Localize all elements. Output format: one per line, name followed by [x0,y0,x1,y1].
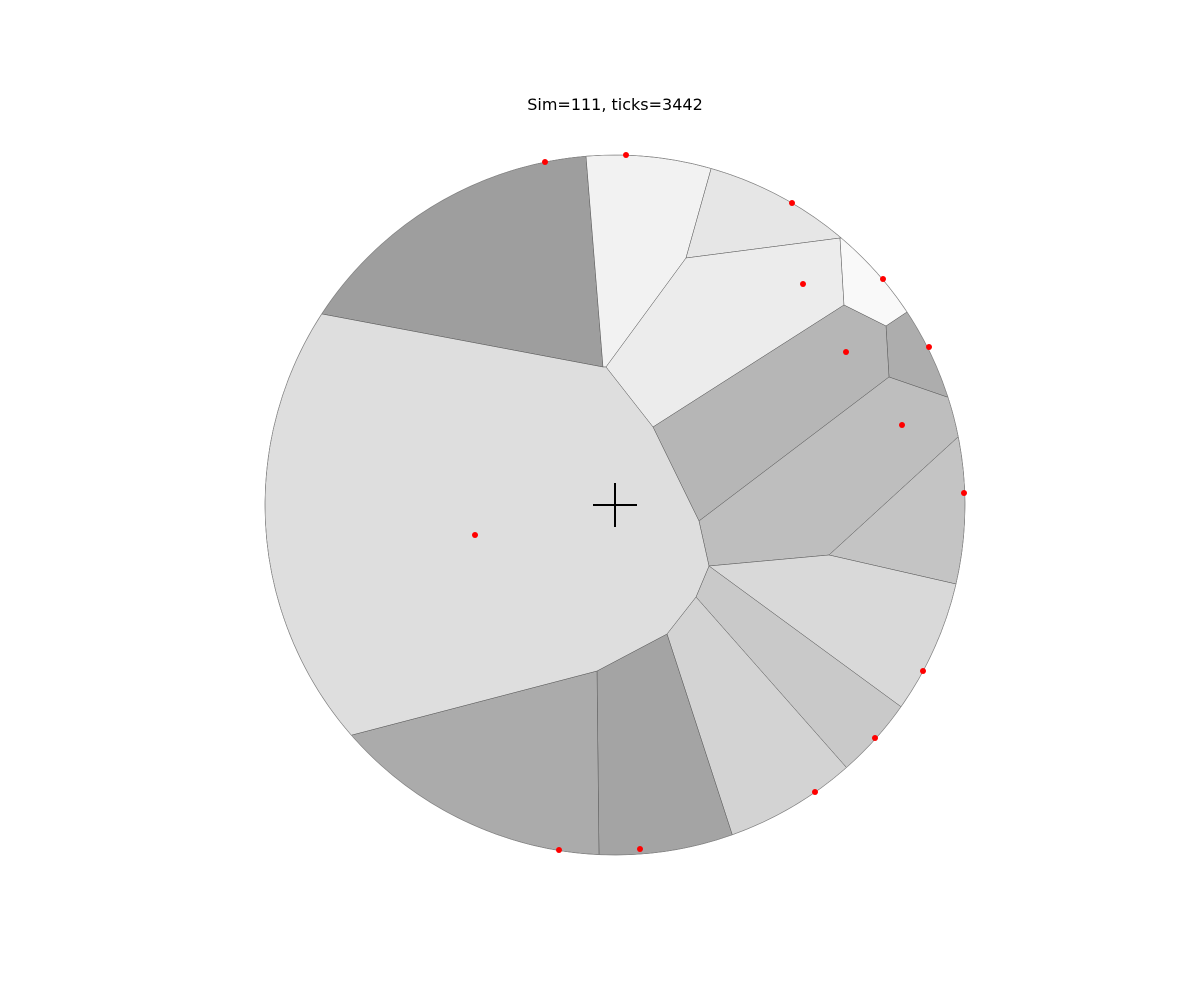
seed-point [899,422,905,428]
seed-point [623,152,629,158]
seed-point [637,846,643,852]
seed-point [789,200,795,206]
seed-point [926,344,932,350]
seed-point [472,532,478,538]
seed-point [880,276,886,282]
seed-point [556,847,562,853]
seed-point [542,159,548,165]
figure-title: Sim=111, ticks=3442 [527,95,703,114]
disk-boundary [264,154,966,856]
seed-point [872,735,878,741]
seeds-layer [472,152,967,853]
seed-point [800,281,806,287]
seed-point [843,349,849,355]
cells-layer [264,154,966,856]
center-marker-icon [593,483,637,527]
seed-point [812,789,818,795]
seed-point [961,490,967,496]
seed-point [920,668,926,674]
